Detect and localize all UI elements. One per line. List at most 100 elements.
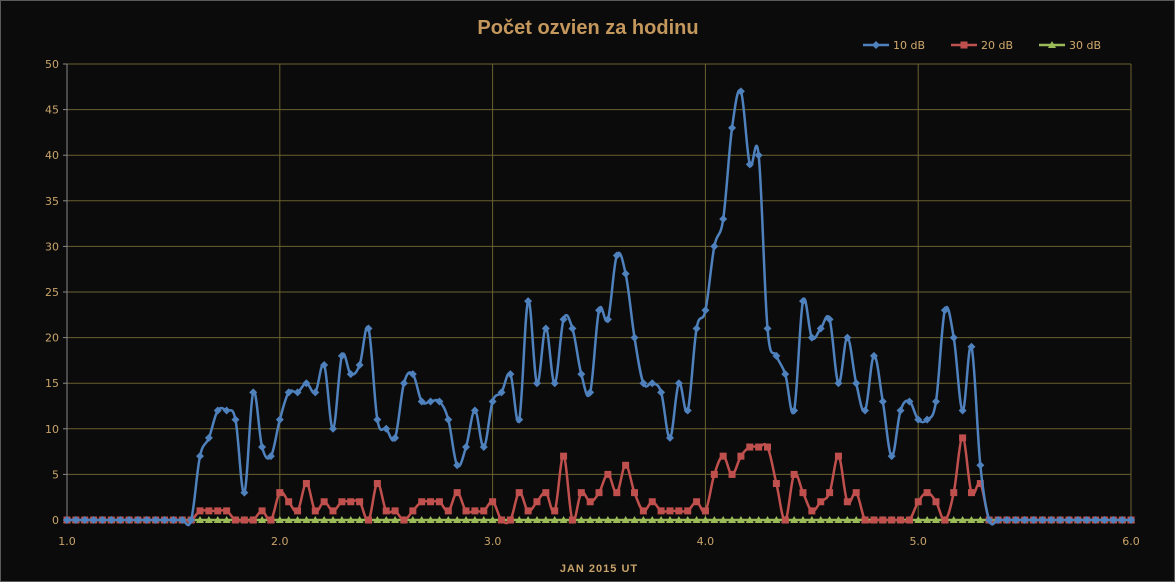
- data-point-20-db: [320, 498, 328, 506]
- data-point-10-db: [142, 516, 151, 524]
- data-point-10-db: [187, 516, 196, 524]
- data-point-20-db: [489, 498, 497, 506]
- data-point-30-db: [763, 516, 772, 523]
- data-point-10-db: [728, 123, 737, 132]
- data-point-30-db: [213, 516, 222, 523]
- data-point-20-db: [684, 507, 692, 515]
- data-point-20-db: [356, 498, 364, 506]
- data-point-10-db: [249, 388, 258, 397]
- legend: 10 dB 20 dB 30 dB: [863, 39, 1101, 52]
- data-point-10-db: [80, 516, 89, 524]
- data-point-10-db: [1056, 516, 1065, 524]
- data-point-10-db: [337, 351, 346, 360]
- data-point-30-db: [683, 516, 692, 523]
- data-point-20-db: [950, 489, 958, 497]
- data-point-10-db: [160, 516, 169, 524]
- data-point-10-db: [568, 324, 577, 333]
- data-point-10-db: [178, 516, 187, 524]
- data-point-10-db: [869, 351, 878, 360]
- data-point-20-db: [604, 470, 612, 478]
- data-point-10-db: [541, 324, 550, 333]
- data-point-20-db: [480, 507, 488, 515]
- data-point-30-db: [355, 516, 364, 523]
- data-point-20-db: [613, 489, 621, 497]
- data-point-30-db: [320, 516, 329, 523]
- data-point-20-db: [781, 516, 789, 524]
- legend-item-30-db: 30 dB: [1039, 39, 1101, 52]
- data-point-30-db: [630, 516, 639, 523]
- data-point-20-db: [586, 498, 594, 506]
- x-tick-label: 4.0: [697, 535, 715, 548]
- data-point-10-db: [905, 397, 914, 406]
- data-point-20-db: [231, 516, 239, 524]
- data-point-30-db: [843, 516, 852, 523]
- data-point-10-db: [196, 452, 205, 461]
- y-tick-label: 50: [45, 58, 59, 71]
- data-point-30-db: [559, 516, 568, 523]
- data-point-10-db: [630, 333, 639, 342]
- data-point-10-db: [772, 351, 781, 360]
- data-point-10-db: [408, 370, 417, 379]
- data-point-10-db: [648, 379, 657, 388]
- data-point-10-db: [550, 379, 559, 388]
- data-point-10-db: [1118, 516, 1127, 524]
- data-point-30-db: [204, 516, 213, 523]
- data-point-10-db: [373, 415, 382, 424]
- data-point-20-db: [967, 489, 975, 497]
- data-point-10-db: [266, 452, 275, 461]
- data-point-10-db: [497, 388, 506, 397]
- data-point-30-db: [710, 516, 719, 523]
- data-point-30-db: [462, 516, 471, 523]
- data-point-10-db: [524, 297, 533, 306]
- data-point-30-db: [382, 516, 391, 523]
- data-point-10-db: [320, 360, 329, 369]
- data-point-20-db: [515, 489, 523, 497]
- data-point-20-db: [693, 498, 701, 506]
- data-point-20-db: [710, 470, 718, 478]
- data-point-10-db: [985, 516, 994, 524]
- data-point-30-db: [337, 516, 346, 523]
- data-point-10-db: [89, 516, 98, 524]
- data-point-10-db: [1011, 516, 1020, 524]
- data-point-20-db: [826, 489, 834, 497]
- data-point-20-db: [249, 516, 257, 524]
- chart-title: Počet ozvien za hodinu: [477, 17, 698, 39]
- data-point-30-db: [346, 516, 355, 523]
- data-point-20-db: [595, 489, 603, 497]
- data-point-20-db: [435, 498, 443, 506]
- data-point-20-db: [427, 498, 435, 506]
- data-point-10-db: [958, 406, 967, 415]
- data-point-20-db: [400, 516, 408, 524]
- data-point-30-db: [408, 516, 417, 523]
- data-point-10-db: [692, 324, 701, 333]
- data-point-20-db: [701, 507, 709, 515]
- data-point-10-db: [967, 342, 976, 351]
- data-point-20-db: [409, 507, 417, 515]
- data-point-10-db: [426, 397, 435, 406]
- data-point-20-db: [905, 516, 913, 524]
- data-point-30-db: [470, 516, 479, 523]
- data-point-30-db: [435, 516, 444, 523]
- data-point-10-db: [151, 516, 160, 524]
- data-point-10-db: [98, 516, 107, 524]
- data-point-10-db: [994, 516, 1003, 524]
- data-point-10-db: [444, 415, 453, 424]
- data-point-10-db: [701, 306, 710, 315]
- data-point-30-db: [728, 516, 737, 523]
- data-point-20-db: [764, 443, 772, 451]
- data-point-20-db: [799, 489, 807, 497]
- data-point-20-db: [568, 516, 576, 524]
- data-point-20-db: [657, 507, 665, 515]
- y-tick-label: 30: [45, 240, 59, 253]
- y-tick-label: 0: [52, 514, 59, 527]
- y-tick-label: 40: [45, 149, 59, 162]
- legend-label: 10 dB: [893, 39, 925, 52]
- data-point-20-db: [843, 498, 851, 506]
- data-point-10-db: [843, 333, 852, 342]
- data-point-10-db: [213, 406, 222, 415]
- data-point-30-db: [391, 516, 400, 523]
- data-point-10-db: [1100, 516, 1109, 524]
- data-point-30-db: [524, 516, 533, 523]
- data-point-30-db: [293, 516, 302, 523]
